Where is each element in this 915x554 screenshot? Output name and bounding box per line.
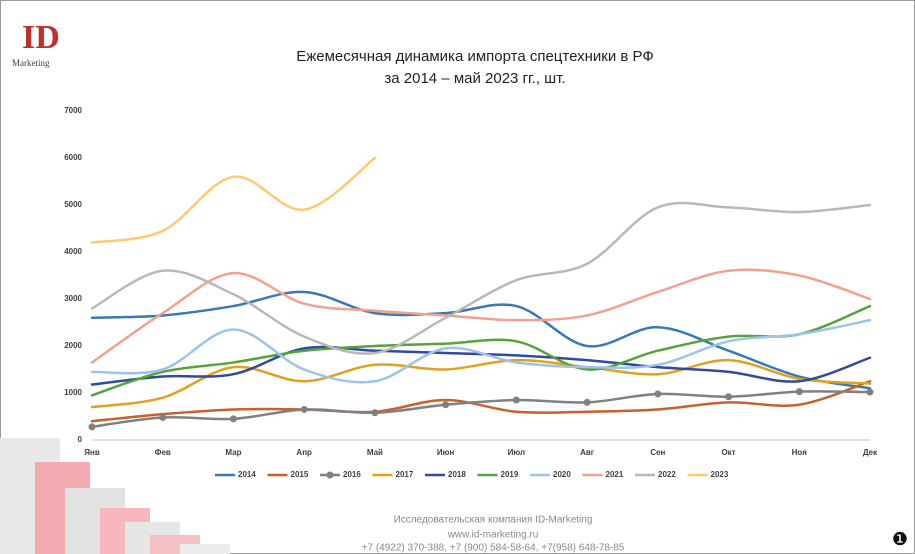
series-marker: [795, 388, 803, 396]
series-line: [90, 358, 872, 409]
legend-label: 2016: [343, 470, 361, 479]
legend-label: 2023: [711, 470, 729, 479]
chart-title: Ежемесячная динамика импорта спецтехники…: [296, 48, 654, 65]
series-marker: [159, 413, 167, 421]
y-tick-label: 6000: [64, 153, 82, 162]
series-marker: [442, 401, 450, 409]
logo-text: Marketing: [12, 58, 50, 68]
legend-label: 2022: [658, 470, 676, 479]
series-line: [90, 290, 872, 390]
logo-mark: ID: [22, 19, 60, 56]
x-tick-label: Май: [367, 448, 383, 457]
series-line: [90, 390, 872, 429]
footer-line: +7 (4922) 370-388, +7 (900) 584-58-64, +…: [362, 543, 625, 554]
y-tick-label: 2000: [64, 341, 82, 350]
x-tick-label: Янв: [84, 448, 100, 457]
x-tick-label: Мар: [225, 448, 241, 457]
y-tick-label: 4000: [64, 247, 82, 256]
x-tick-label: Окт: [721, 448, 735, 457]
x-tick-label: Ноя: [792, 448, 808, 457]
legend-label: 2020: [553, 470, 571, 479]
series-marker: [583, 398, 591, 406]
x-tick-label: Сен: [650, 448, 665, 457]
series-marker: [300, 405, 308, 413]
y-tick-label: 1000: [64, 388, 82, 397]
decor: [0, 438, 230, 554]
x-tick-label: Фев: [155, 448, 171, 457]
footer-line: Исследовательская компания ID-Marketing: [394, 515, 593, 526]
x-tick-label: Июн: [437, 448, 455, 457]
series-marker: [725, 393, 733, 401]
series-line: [90, 380, 872, 423]
y-tick-label: 0: [78, 435, 83, 444]
x-tick-label: Дек: [863, 448, 878, 457]
legend-label: 2021: [606, 470, 624, 479]
x-tick-label: Апр: [296, 448, 312, 457]
series-marker: [371, 409, 379, 417]
series-marker: [654, 390, 662, 398]
legend-label: 2015: [291, 470, 309, 479]
page-number: ❶: [892, 529, 908, 549]
chart-subtitle: за 2014 – май 2023 гг., шт.: [384, 70, 565, 87]
legend-label: 2014: [238, 470, 256, 479]
legend-label: 2019: [501, 470, 519, 479]
y-tick-label: 7000: [64, 106, 82, 115]
series-marker: [88, 423, 96, 431]
y-tick-label: 3000: [64, 294, 82, 303]
x-tick-label: Июл: [508, 448, 525, 457]
legend-label: 2017: [396, 470, 414, 479]
legend-label: 2018: [448, 470, 466, 479]
x-tick-label: Авг: [580, 448, 595, 457]
series-marker: [512, 396, 520, 404]
series-line: [90, 318, 872, 384]
footer-line: www.id-marketing.ru: [447, 530, 539, 541]
legend-marker: [326, 471, 334, 479]
series-line: [90, 304, 872, 397]
series-line: [90, 201, 872, 355]
series-line: [90, 156, 377, 244]
y-tick-label: 5000: [64, 200, 82, 209]
series-marker: [866, 388, 874, 396]
series-marker: [229, 415, 237, 423]
series-line: [90, 268, 872, 364]
